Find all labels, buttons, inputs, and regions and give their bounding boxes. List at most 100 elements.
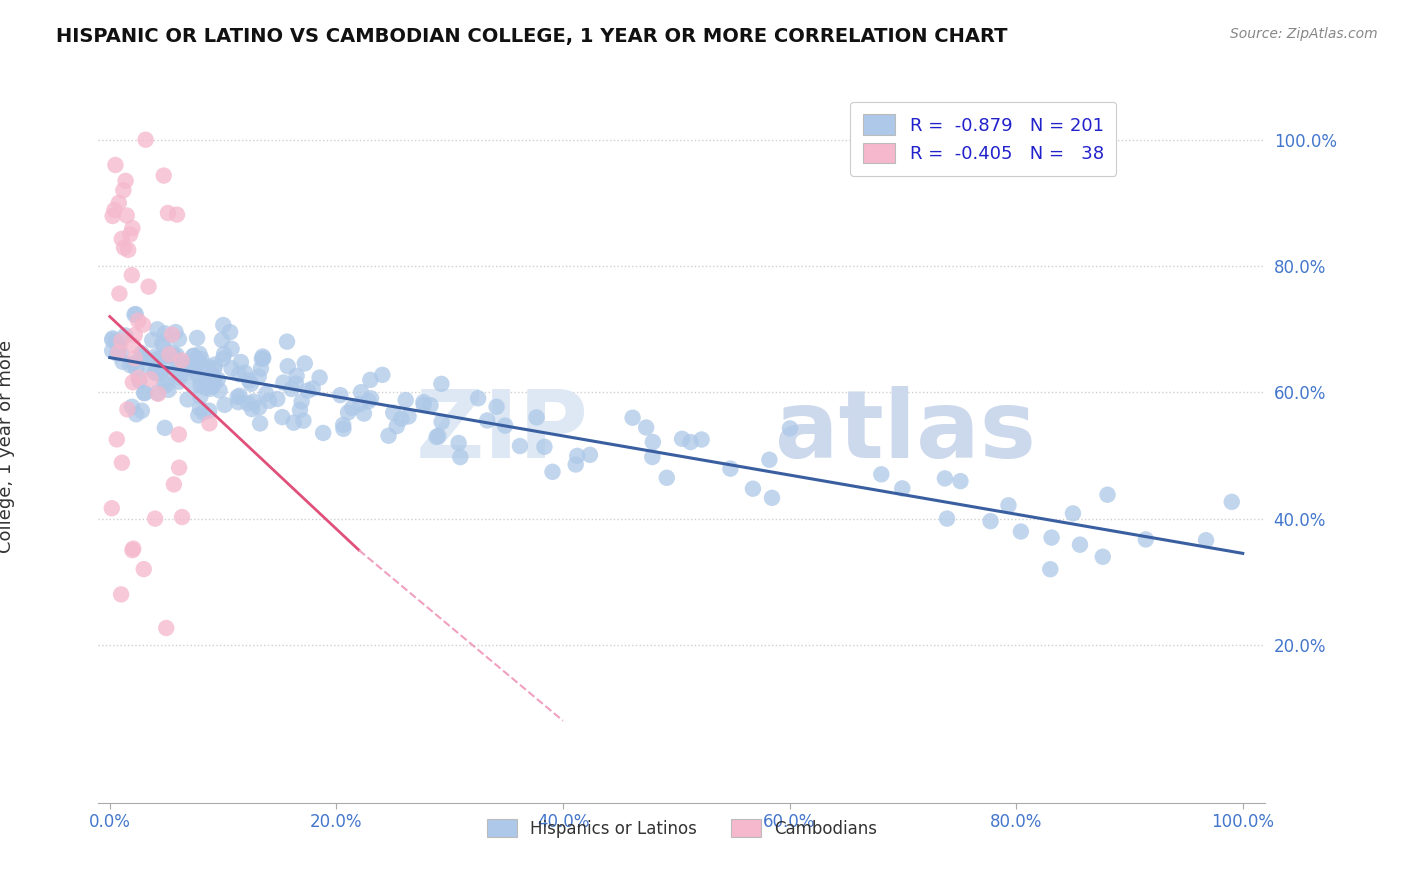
Point [273, 376, 295, 390]
Point [485, 400, 508, 414]
Point [153, 376, 176, 390]
Point [233, 366, 256, 380]
Point [115, 209, 138, 223]
Point [131, 349, 153, 363]
Point [127, 371, 149, 385]
Point [156, 349, 179, 363]
Point [145, 349, 167, 363]
Point [149, 367, 172, 381]
Point [149, 351, 172, 365]
Point [139, 372, 162, 386]
Point [190, 378, 212, 392]
Point [135, 133, 157, 147]
Point [891, 482, 914, 496]
Point [201, 379, 224, 393]
Point [146, 385, 169, 400]
Point [621, 410, 644, 425]
Point [111, 355, 134, 369]
Point [124, 328, 146, 343]
Point [202, 361, 225, 376]
Point [146, 351, 169, 366]
Point [228, 368, 250, 382]
Point [110, 587, 132, 601]
Point [125, 362, 148, 376]
Point [636, 420, 658, 434]
Point [934, 471, 956, 485]
Point [285, 368, 308, 383]
Point [371, 368, 394, 382]
Point [188, 401, 211, 416]
Point [155, 360, 177, 375]
Point [257, 393, 280, 408]
Point [122, 376, 145, 390]
Point [138, 360, 160, 375]
Point [207, 372, 229, 386]
Point [467, 391, 489, 405]
Point [291, 394, 314, 409]
Point [167, 332, 190, 346]
Point [198, 403, 221, 417]
Point [111, 456, 134, 470]
Point [1097, 488, 1119, 502]
Point [779, 421, 801, 435]
Point [117, 402, 139, 417]
Point [101, 331, 124, 345]
Point [127, 313, 149, 327]
Point [226, 395, 249, 409]
Point [526, 410, 548, 425]
Point [111, 232, 134, 246]
Point [247, 369, 270, 384]
Point [110, 334, 132, 348]
Point [143, 366, 166, 380]
Point [980, 514, 1002, 528]
Point [131, 403, 153, 417]
Point [155, 621, 177, 635]
Point [157, 347, 180, 361]
Point [143, 365, 166, 379]
Point [125, 307, 148, 321]
Point [118, 358, 141, 372]
Point [641, 435, 664, 450]
Point [718, 461, 741, 475]
Text: ZIP: ZIP [416, 385, 589, 478]
Point [1220, 495, 1243, 509]
Point [170, 353, 193, 368]
Text: atlas: atlas [775, 385, 1036, 478]
Point [1195, 533, 1218, 548]
Point [350, 385, 373, 400]
Point [564, 458, 586, 472]
Point [165, 325, 187, 339]
Point [342, 401, 364, 415]
Text: Source: ZipAtlas.com: Source: ZipAtlas.com [1230, 27, 1378, 41]
Point [167, 460, 190, 475]
Point [389, 411, 412, 425]
Point [186, 331, 208, 345]
Point [208, 384, 231, 398]
Point [430, 376, 453, 391]
Point [219, 325, 242, 339]
Point [188, 354, 211, 368]
Point [108, 195, 131, 210]
Point [134, 351, 156, 365]
Point [579, 448, 602, 462]
Point [419, 398, 441, 412]
Point [301, 382, 323, 396]
Point [101, 343, 124, 358]
Point [105, 433, 128, 447]
Point [107, 336, 129, 351]
Point [172, 359, 194, 373]
Point [212, 318, 235, 332]
Point [179, 361, 201, 376]
Point [194, 381, 217, 395]
Point [124, 351, 146, 366]
Point [198, 382, 221, 396]
Point [156, 206, 179, 220]
Point [202, 371, 225, 385]
Point [160, 327, 183, 342]
Point [170, 368, 193, 382]
Point [870, 467, 893, 482]
Point [250, 361, 273, 376]
Point [146, 322, 169, 336]
Point [271, 410, 294, 425]
Point [254, 386, 277, 401]
